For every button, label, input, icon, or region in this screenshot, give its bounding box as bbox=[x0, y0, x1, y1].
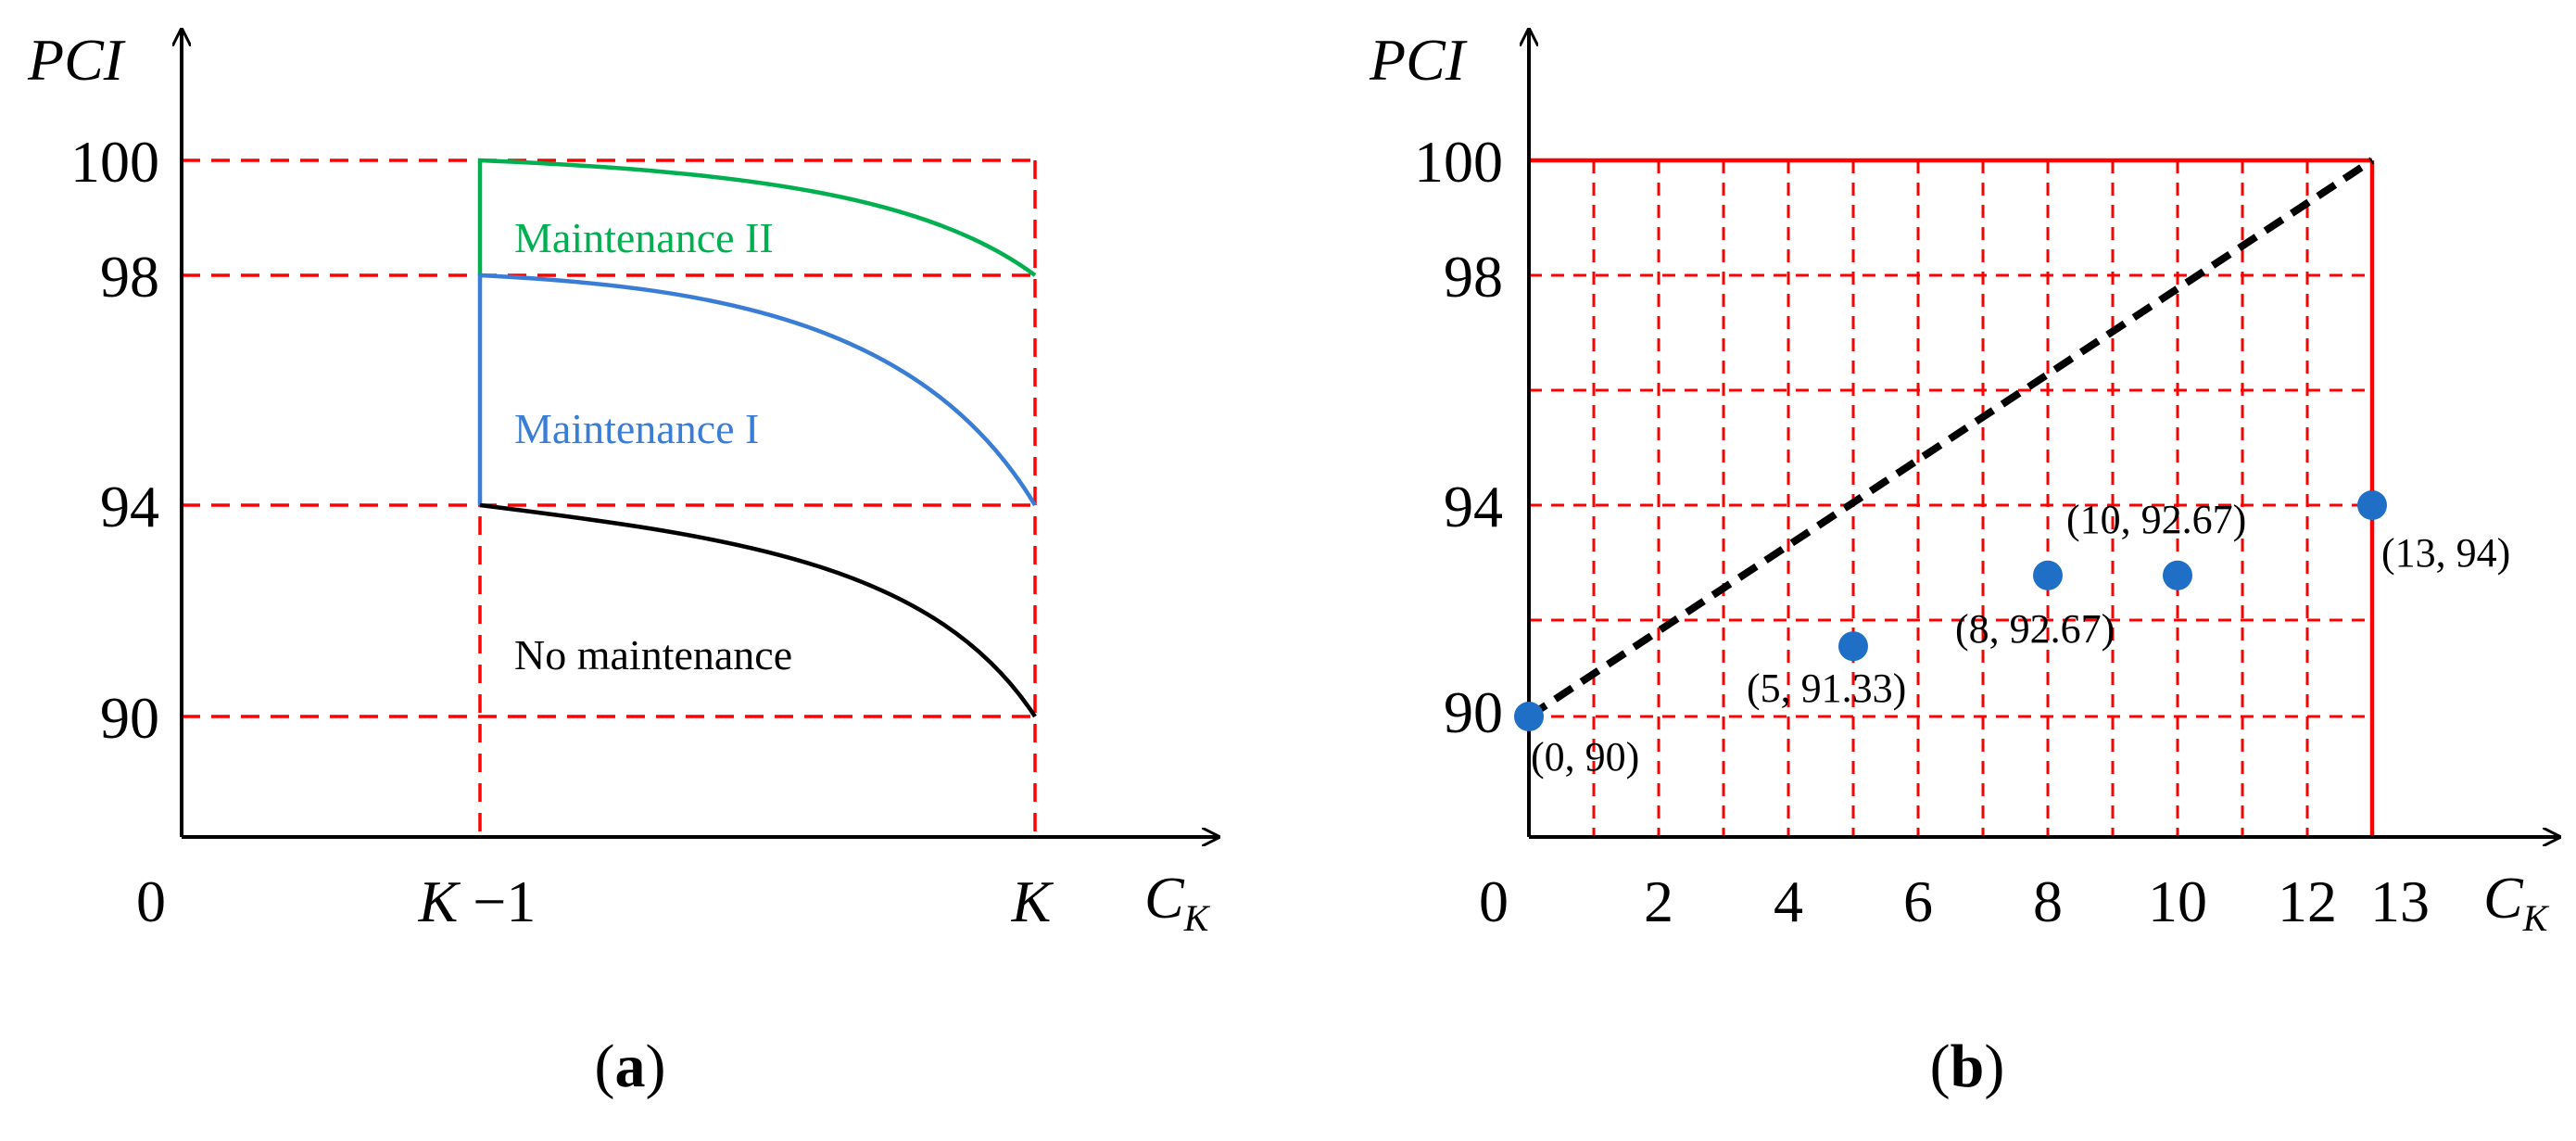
label-no-maintenance: No maintenance bbox=[514, 631, 792, 678]
a-xtick-k-minus-1-rest: −1 bbox=[458, 868, 536, 934]
point-label-2: (8, 92.67) bbox=[1955, 606, 2115, 652]
data-point-3 bbox=[2163, 560, 2192, 590]
panel-label-a-letter: a bbox=[615, 1033, 646, 1100]
b-xtick-13: 13 bbox=[2370, 868, 2430, 934]
point-label-3: (10, 92.67) bbox=[2066, 497, 2246, 542]
a-xlabel-main: C bbox=[1144, 865, 1185, 931]
b-xlabel-main: C bbox=[2483, 865, 2524, 931]
point-label-4: (13, 94) bbox=[2381, 530, 2510, 576]
panel-b-points bbox=[1514, 490, 2387, 731]
panel-label-b-close: ) bbox=[1984, 1033, 2004, 1100]
a-origin-label: 0 bbox=[136, 868, 166, 934]
point-label-1: (5, 91.33) bbox=[1747, 666, 1906, 711]
series-no-maintenance bbox=[479, 502, 1037, 718]
panel-b: 100 98 94 90 0 2 4 6 8 10 12 13 (0, 90) (5, 91.3… bbox=[1369, 27, 2559, 1100]
series-maintenance-i bbox=[477, 273, 1037, 507]
b-xtick-2: 2 bbox=[1644, 868, 1673, 934]
data-point-1 bbox=[1838, 631, 1868, 662]
b-xtick-4: 4 bbox=[1774, 868, 1803, 934]
panel-label-b: (b) bbox=[1930, 1033, 2005, 1100]
panel-b-point-labels: (0, 90) (5, 91.33) (8, 92.67) (10, 92.67) (1… bbox=[1531, 497, 2510, 780]
panel-label-a: (a) bbox=[595, 1033, 666, 1100]
b-xtick-6: 6 bbox=[1903, 868, 1933, 934]
panel-label-b-letter: b bbox=[1951, 1033, 1985, 1100]
a-ytick-100: 100 bbox=[70, 129, 159, 195]
data-point-2 bbox=[2033, 560, 2063, 590]
b-xlabel: CK bbox=[2483, 865, 2550, 939]
b-xtick-8: 8 bbox=[2033, 868, 2063, 934]
a-xlabel-sub: K bbox=[1183, 897, 1211, 939]
a-xtick-k-minus-1-k: K bbox=[418, 868, 461, 934]
panel-label-a-open: ( bbox=[595, 1033, 615, 1100]
panel-label-a-close: ) bbox=[646, 1033, 666, 1100]
b-ylabel: PCI bbox=[1369, 27, 1468, 93]
a-xtick-k-minus-1: K −1 bbox=[418, 868, 537, 934]
b-xtick-12: 12 bbox=[2278, 868, 2337, 934]
b-xtick-10: 10 bbox=[2148, 868, 2207, 934]
label-maintenance-i: Maintenance I bbox=[514, 405, 759, 452]
a-ytick-94: 94 bbox=[100, 474, 159, 539]
trend-line bbox=[1526, 157, 2375, 720]
b-ytick-100: 100 bbox=[1414, 129, 1503, 195]
a-xlabel: CK bbox=[1144, 865, 1211, 939]
b-ytick-90: 90 bbox=[1444, 679, 1503, 745]
panel-b-x-ticks: 0 2 4 6 8 10 12 13 bbox=[1479, 868, 2430, 934]
label-maintenance-ii: Maintenance II bbox=[514, 214, 774, 261]
a-xtick-k: K bbox=[1011, 868, 1054, 934]
panel-a-grid bbox=[182, 158, 1037, 837]
b-xtick-0: 0 bbox=[1479, 868, 1509, 934]
panel-b-trend-group bbox=[1526, 157, 2375, 720]
data-point-4 bbox=[2357, 490, 2387, 520]
data-point-0 bbox=[1514, 702, 1544, 731]
a-ylabel: PCI bbox=[27, 27, 126, 93]
b-ytick-94: 94 bbox=[1444, 474, 1503, 539]
a-ytick-90: 90 bbox=[100, 685, 159, 751]
panel-a: Maintenance II Maintenance I No maintena… bbox=[27, 27, 1219, 1100]
a-ytick-98: 98 bbox=[100, 244, 159, 310]
b-xlabel-sub: K bbox=[2522, 897, 2550, 939]
b-ytick-98: 98 bbox=[1444, 244, 1503, 310]
series-maintenance-ii bbox=[477, 158, 1037, 277]
point-label-0: (0, 90) bbox=[1531, 734, 1639, 780]
panel-b-grid bbox=[1529, 160, 2372, 837]
panel-label-b-open: ( bbox=[1930, 1033, 1951, 1100]
